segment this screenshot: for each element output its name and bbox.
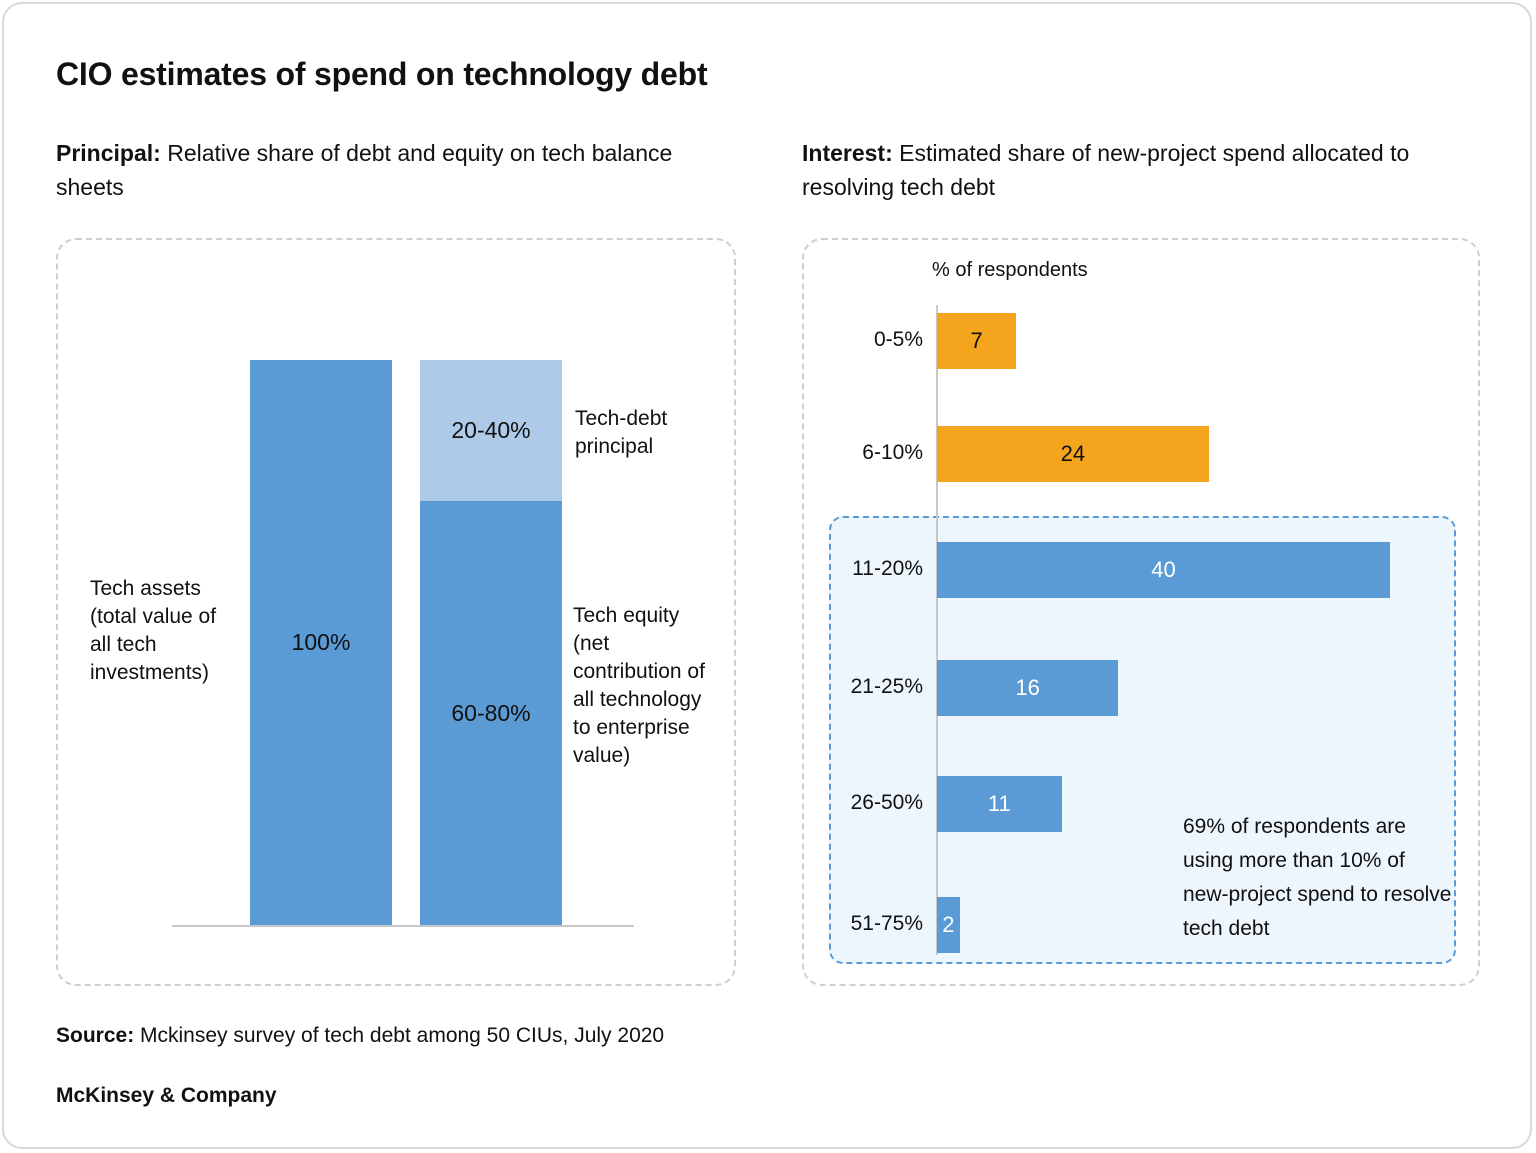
- y-axis-line: [936, 305, 938, 955]
- data-label: 7: [970, 328, 983, 353]
- bar-26-50%: 11: [937, 776, 1062, 832]
- category-label: 11-20%: [852, 557, 923, 580]
- tech-assets-label: Tech assets (total value of all tech inv…: [90, 577, 217, 684]
- bar-6-10%: 24: [937, 426, 1209, 482]
- category-label: 51-75%: [850, 912, 923, 935]
- interest-panel: [802, 238, 1480, 986]
- data-label: 16: [1015, 675, 1040, 700]
- interest-subtitle: Interest: Estimated share of new-project…: [802, 136, 1492, 204]
- data-label: 11: [987, 791, 1011, 816]
- tech-equity-label: Tech equity (net contribution of all tec…: [573, 604, 705, 767]
- brand-logo-text: McKinsey & Company: [56, 1084, 277, 1107]
- interest-subtitle-text: Estimated share of new-project spend all…: [802, 140, 1410, 200]
- category-label: 26-50%: [850, 791, 923, 814]
- category-label: 21-25%: [850, 675, 923, 698]
- principal-subtitle-bold: Principal:: [56, 140, 161, 166]
- callout-text: 69% of respondents are using more than 1…: [1183, 815, 1452, 940]
- interest-subtitle-bold: Interest:: [802, 140, 893, 166]
- bar-tech-equity: [420, 501, 562, 925]
- bar-label-tech-debt: 20-40%: [451, 417, 531, 444]
- x-axis-title: % of respondents: [932, 259, 1088, 281]
- bar-21-25%: 16: [937, 660, 1119, 716]
- category-label: 6-10%: [862, 441, 923, 464]
- source-text: Mckinsey survey of tech debt among 50 CI…: [134, 1024, 665, 1047]
- bar-tech-assets: [250, 360, 392, 925]
- tech-debt-label: Tech-debt principal: [575, 407, 668, 458]
- data-label: 2: [942, 912, 955, 937]
- category-label: 0-5%: [873, 328, 923, 351]
- bar-label-tech-assets: 100%: [291, 629, 351, 655]
- bar-0-5%: 7: [937, 313, 1017, 369]
- bar-51-75%: 2: [937, 897, 960, 953]
- source-note: Source: Mckinsey survey of tech debt amo…: [56, 1024, 664, 1048]
- chart-title: CIO estimates of spend on technology deb…: [56, 56, 708, 92]
- data-label: 24: [1060, 441, 1086, 466]
- principal-panel: [56, 238, 736, 986]
- principal-subtitle-text: Relative share of debt and equity on tec…: [56, 140, 673, 200]
- principal-subtitle: Principal: Relative share of debt and eq…: [56, 136, 696, 204]
- bar-11-20%: 40: [937, 542, 1390, 598]
- bar-label-tech-equity: 60-80%: [451, 699, 531, 726]
- source-bold: Source:: [56, 1024, 135, 1047]
- bar-tech-debt: [420, 360, 562, 502]
- principal-baseline: [172, 925, 634, 927]
- data-label: 40: [1151, 557, 1176, 582]
